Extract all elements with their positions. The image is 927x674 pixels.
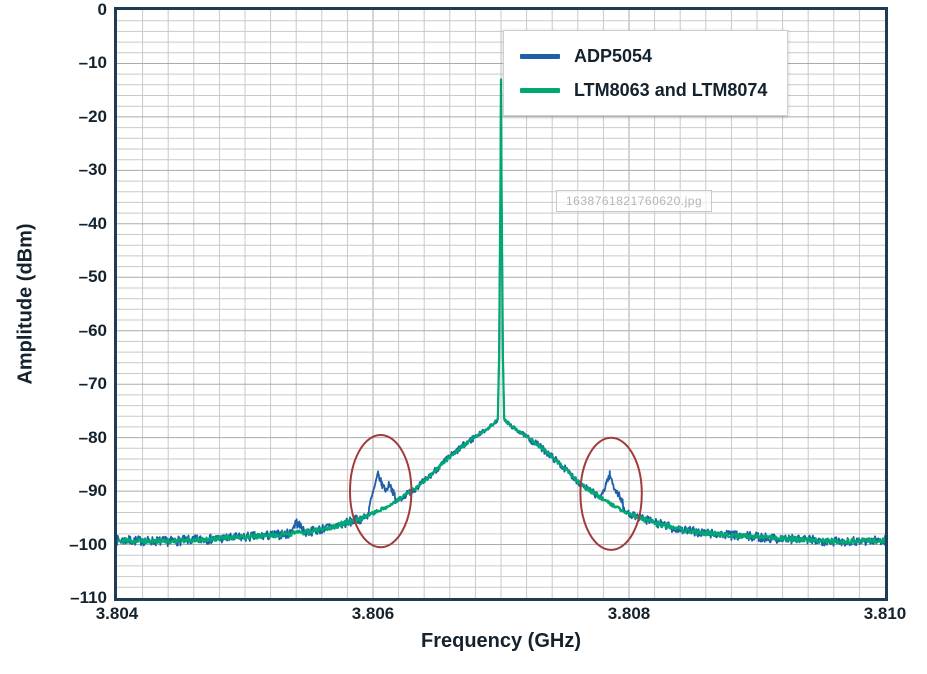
x-tick-label: 3.804 <box>95 604 139 623</box>
y-tick-label: –20 <box>78 106 107 126</box>
y-tick-label: –40 <box>78 213 107 233</box>
x-tick-label: 3.808 <box>607 604 651 623</box>
y-axis-title: Amplitude (dBm) <box>14 223 37 385</box>
y-tick-label: –30 <box>78 160 107 180</box>
y-tick-label: –60 <box>78 320 107 340</box>
y-tick-label: –10 <box>78 53 107 73</box>
y-tick-label: –90 <box>78 481 107 501</box>
legend-label-adp5054: ADP5054 <box>574 45 653 66</box>
y-tick-label: –70 <box>78 374 107 394</box>
y-tick-label: –50 <box>78 267 107 287</box>
y-tick-label: 0 <box>97 0 107 19</box>
legend: ADP5054 LTM8063 and LTM8074 <box>503 30 789 116</box>
x-tick-label: 3.810 <box>863 604 907 623</box>
legend-swatch-green-line <box>520 87 560 93</box>
y-tick-label: –110 <box>70 588 107 607</box>
x-tick-label: 3.806 <box>351 604 395 623</box>
legend-item-adp5054: ADP5054 <box>520 43 767 69</box>
legend-item-ltm8063-ltm8074: LTM8063 and LTM8074 <box>520 77 767 103</box>
watermark-text: 1638761821760620.jpg <box>556 190 713 212</box>
legend-label-ltm8063-ltm8074: LTM8063 and LTM8074 <box>574 79 768 100</box>
y-tick-label: –80 <box>78 427 107 447</box>
y-tick-label: –100 <box>69 534 107 554</box>
legend-swatch-blue-line <box>520 53 560 59</box>
x-axis-title: Frequency (GHz) <box>420 630 582 652</box>
